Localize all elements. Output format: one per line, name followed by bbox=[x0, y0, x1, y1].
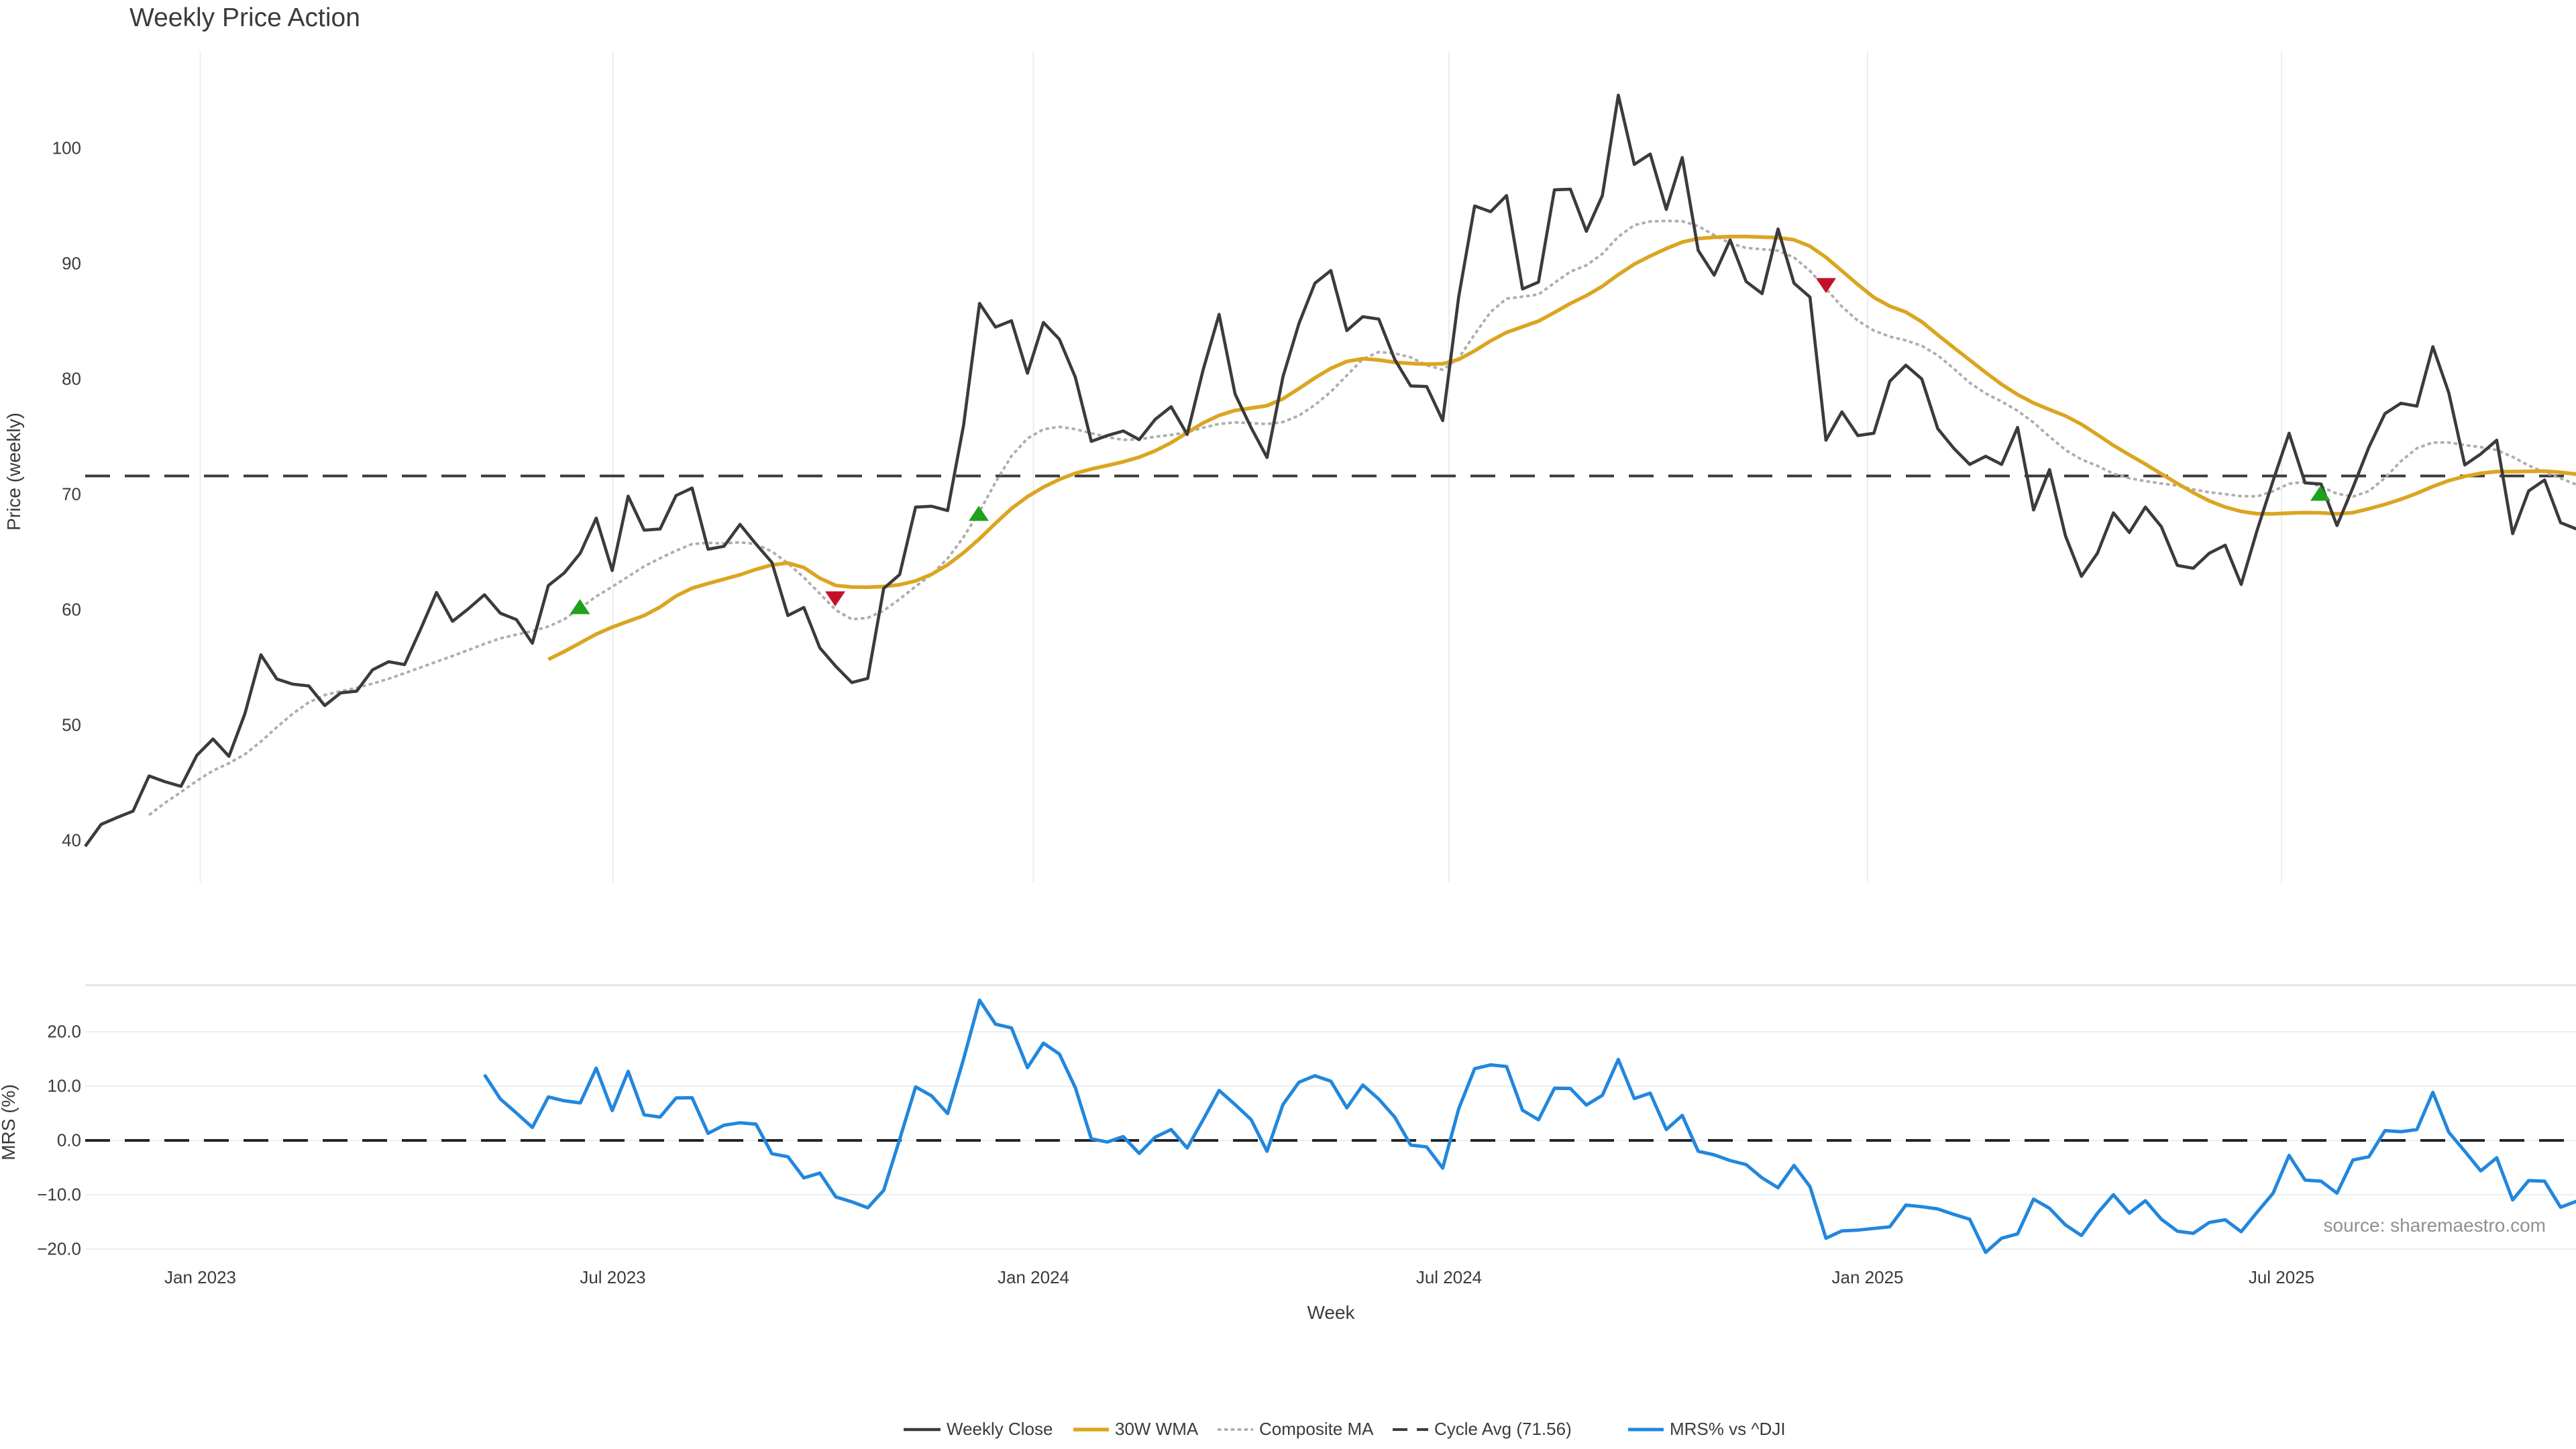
svg-text:−10.0: −10.0 bbox=[37, 1185, 81, 1205]
svg-text:Jul 2025: Jul 2025 bbox=[2249, 1267, 2314, 1287]
svg-text:Cycle Avg (71.56): Cycle Avg (71.56) bbox=[1434, 1419, 1572, 1439]
svg-text:MRS% vs ^DJI: MRS% vs ^DJI bbox=[1670, 1419, 1786, 1439]
svg-text:Price (weekly): Price (weekly) bbox=[3, 413, 24, 531]
svg-text:0.0: 0.0 bbox=[57, 1130, 81, 1150]
svg-text:20.0: 20.0 bbox=[47, 1022, 81, 1042]
svg-text:MRS (%): MRS (%) bbox=[0, 1084, 19, 1161]
svg-text:100: 100 bbox=[52, 138, 81, 158]
svg-text:10.0: 10.0 bbox=[47, 1076, 81, 1096]
svg-text:Composite MA: Composite MA bbox=[1259, 1419, 1374, 1439]
svg-text:Jan 2025: Jan 2025 bbox=[1832, 1267, 1904, 1287]
svg-text:90: 90 bbox=[62, 254, 81, 274]
svg-text:80: 80 bbox=[62, 369, 81, 389]
svg-text:30W WMA: 30W WMA bbox=[1115, 1419, 1199, 1439]
svg-text:−20.0: −20.0 bbox=[37, 1239, 81, 1259]
svg-text:Jan 2024: Jan 2024 bbox=[998, 1267, 1069, 1287]
svg-text:Weekly Close: Weekly Close bbox=[947, 1419, 1053, 1439]
svg-text:40: 40 bbox=[62, 830, 81, 851]
svg-text:source: sharemaestro.com: source: sharemaestro.com bbox=[2324, 1215, 2546, 1236]
svg-text:50: 50 bbox=[62, 715, 81, 735]
svg-text:Weekly Price Action: Weekly Price Action bbox=[129, 3, 360, 32]
svg-text:70: 70 bbox=[62, 484, 81, 504]
svg-text:Jul 2024: Jul 2024 bbox=[1416, 1267, 1482, 1287]
svg-text:Jan 2023: Jan 2023 bbox=[164, 1267, 236, 1287]
svg-text:Week: Week bbox=[1307, 1302, 1355, 1323]
svg-text:Jul 2023: Jul 2023 bbox=[580, 1267, 645, 1287]
svg-text:60: 60 bbox=[62, 600, 81, 620]
